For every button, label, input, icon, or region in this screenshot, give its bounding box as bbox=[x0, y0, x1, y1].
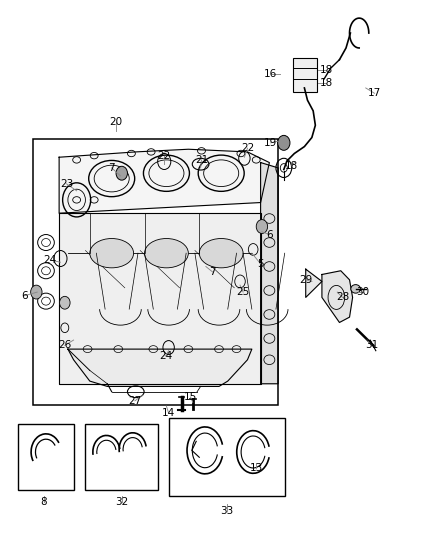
Text: 7: 7 bbox=[209, 267, 216, 277]
Text: 15: 15 bbox=[184, 392, 197, 402]
Text: 21: 21 bbox=[195, 155, 208, 165]
Ellipse shape bbox=[199, 239, 243, 268]
Circle shape bbox=[256, 220, 268, 233]
Polygon shape bbox=[59, 213, 261, 384]
Polygon shape bbox=[306, 269, 322, 297]
Text: 7: 7 bbox=[108, 163, 115, 173]
Text: 30: 30 bbox=[356, 287, 369, 297]
Text: 29: 29 bbox=[299, 275, 312, 285]
Text: 6: 6 bbox=[266, 230, 273, 239]
Text: 18: 18 bbox=[285, 161, 298, 171]
Ellipse shape bbox=[145, 239, 188, 268]
Text: 26: 26 bbox=[58, 341, 71, 350]
Text: 5: 5 bbox=[257, 259, 264, 269]
Text: 25: 25 bbox=[237, 287, 250, 297]
Text: 17: 17 bbox=[368, 88, 381, 98]
Bar bbox=[18, 424, 74, 490]
Text: 20: 20 bbox=[110, 117, 123, 126]
Circle shape bbox=[31, 285, 42, 299]
Text: 18: 18 bbox=[320, 66, 333, 75]
Text: 28: 28 bbox=[336, 293, 349, 302]
Text: 19: 19 bbox=[264, 138, 277, 148]
Ellipse shape bbox=[351, 285, 360, 293]
Circle shape bbox=[60, 296, 70, 309]
Polygon shape bbox=[322, 271, 353, 322]
Text: 16: 16 bbox=[264, 69, 277, 78]
Text: 22: 22 bbox=[158, 151, 171, 160]
Text: 32: 32 bbox=[115, 497, 128, 507]
Ellipse shape bbox=[90, 239, 134, 268]
Text: 8: 8 bbox=[40, 497, 47, 507]
Text: 24: 24 bbox=[159, 351, 172, 361]
Text: 22: 22 bbox=[241, 143, 254, 153]
Text: 18: 18 bbox=[320, 78, 333, 87]
Text: 31: 31 bbox=[365, 341, 378, 350]
Text: 24: 24 bbox=[44, 255, 57, 265]
Circle shape bbox=[278, 135, 290, 150]
Text: 27: 27 bbox=[128, 396, 141, 406]
Polygon shape bbox=[261, 163, 278, 384]
Polygon shape bbox=[68, 349, 252, 386]
Text: 13: 13 bbox=[250, 463, 263, 473]
Text: 33: 33 bbox=[220, 506, 233, 515]
Text: 23: 23 bbox=[60, 179, 73, 189]
Bar bbox=[293, 58, 317, 92]
Circle shape bbox=[116, 166, 127, 180]
Text: 14: 14 bbox=[162, 408, 175, 418]
Polygon shape bbox=[59, 149, 269, 213]
Bar bbox=[85, 424, 158, 490]
Text: 6: 6 bbox=[21, 291, 28, 301]
Bar bbox=[33, 139, 278, 405]
Bar bbox=[169, 418, 285, 496]
